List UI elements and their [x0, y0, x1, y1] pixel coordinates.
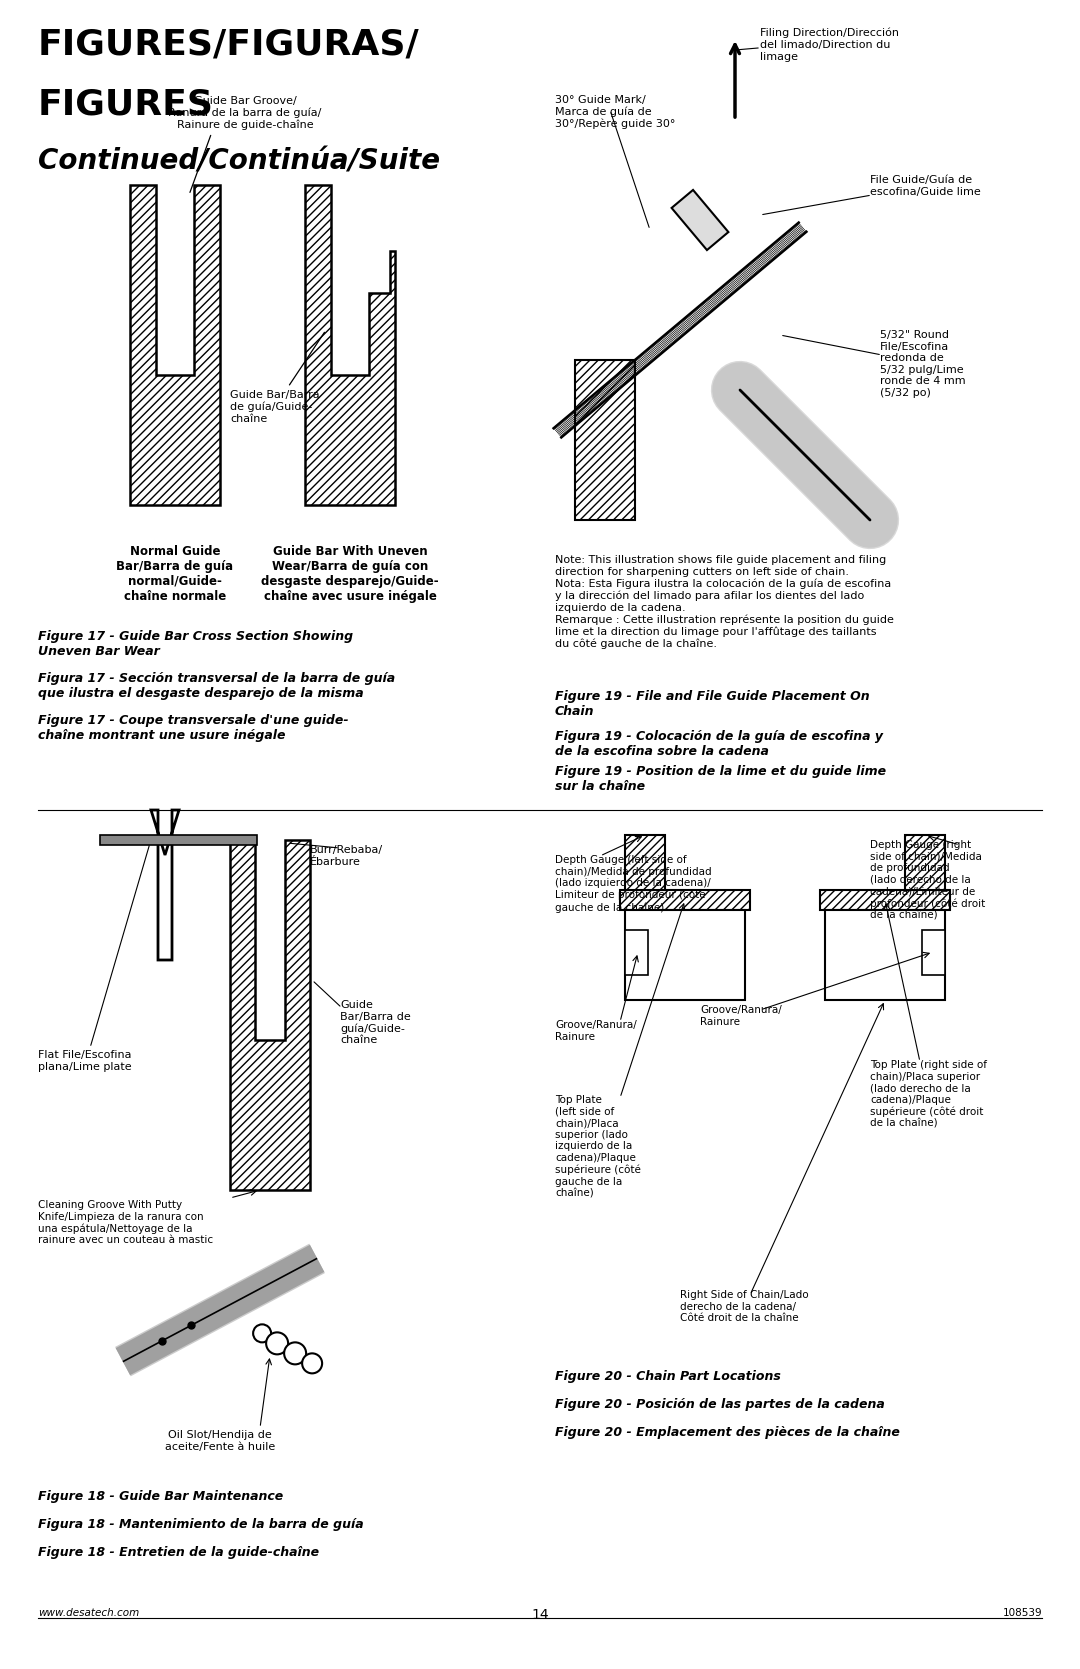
- Text: Guide Bar/Barra
de guía/Guide-
chaîne: Guide Bar/Barra de guía/Guide- chaîne: [230, 332, 324, 424]
- Text: Figure 19 - File and File Guide Placement On
Chain: Figure 19 - File and File Guide Placemen…: [555, 689, 869, 718]
- Text: Figure 20 - Posición de las partes de la cadena: Figure 20 - Posición de las partes de la…: [555, 1399, 885, 1410]
- Text: Normal Guide
Bar/Barra de guía
normal/Guide-
chaîne normale: Normal Guide Bar/Barra de guía normal/Gu…: [117, 546, 233, 603]
- Text: 30° Guide Mark/
Marca de guía de
30°/Repère guide 30°: 30° Guide Mark/ Marca de guía de 30°/Rep…: [555, 95, 675, 130]
- Text: Flat File/Escofina
plana/Lime plate: Flat File/Escofina plana/Lime plate: [38, 1050, 132, 1071]
- Text: Top Plate
(left side of
chain)/Placa
superior (lado
izquierdo de la
cadena)/Plaq: Top Plate (left side of chain)/Placa sup…: [555, 1095, 640, 1198]
- Text: Continued/Continúa/Suite: Continued/Continúa/Suite: [38, 149, 441, 175]
- Text: Right Side of Chain/Lado
derecho de la cadena/
Côté droit de la chaîne: Right Side of Chain/Lado derecho de la c…: [680, 1290, 809, 1324]
- Text: Oil Slot/Hendija de
aceite/Fente à huile: Oil Slot/Hendija de aceite/Fente à huile: [165, 1430, 275, 1452]
- Polygon shape: [151, 809, 179, 960]
- Text: FIGURES: FIGURES: [38, 88, 214, 122]
- Text: File Guide/Guía de
escofina/Guide lime: File Guide/Guía de escofina/Guide lime: [870, 175, 981, 197]
- Text: Guide Bar With Uneven
Wear/Barra de guía con
desgaste desparejo/Guide-
chaîne av: Guide Bar With Uneven Wear/Barra de guía…: [261, 546, 438, 603]
- Bar: [100, 834, 257, 845]
- Circle shape: [284, 1342, 306, 1364]
- Text: Filing Direction/Dirección
del limado/Direction du
limage: Filing Direction/Dirección del limado/Di…: [760, 28, 899, 62]
- Polygon shape: [825, 910, 945, 1000]
- Text: Figure 17 - Coupe transversale d'une guide-
chaîne montrant une usure inégale: Figure 17 - Coupe transversale d'une gui…: [38, 714, 349, 743]
- Polygon shape: [625, 930, 648, 975]
- Text: Depth Gauge (right
side of chain)/Medida
de profundidad
(lado derecho de la
cade: Depth Gauge (right side of chain)/Medida…: [870, 840, 985, 920]
- Polygon shape: [905, 834, 945, 890]
- Polygon shape: [130, 185, 220, 506]
- Circle shape: [302, 1354, 322, 1374]
- Text: Figure 20 - Chain Part Locations: Figure 20 - Chain Part Locations: [555, 1370, 781, 1384]
- Circle shape: [253, 1325, 271, 1342]
- Text: Figure 18 - Entretien de la guide-chaîne: Figure 18 - Entretien de la guide-chaîne: [38, 1545, 319, 1559]
- Text: Burr/Rebaba/
Ébarbure: Burr/Rebaba/ Ébarbure: [310, 845, 383, 866]
- Polygon shape: [230, 840, 310, 1190]
- Text: Depth Gauge (left side of
chain)/Medida de profundidad
(lado izquierdo de la cad: Depth Gauge (left side of chain)/Medida …: [555, 855, 712, 913]
- Polygon shape: [575, 361, 635, 521]
- Polygon shape: [922, 930, 945, 975]
- Text: Groove/Ranura/
Rainure: Groove/Ranura/ Rainure: [555, 1020, 637, 1041]
- Text: Figure 20 - Emplacement des pièces de la chaîne: Figure 20 - Emplacement des pièces de la…: [555, 1425, 900, 1439]
- Polygon shape: [820, 890, 950, 910]
- Text: Top Plate (right side of
chain)/Placa superior
(lado derecho de la
cadena)/Plaqu: Top Plate (right side of chain)/Placa su…: [870, 1060, 987, 1128]
- Text: 14: 14: [531, 1607, 549, 1622]
- Text: Groove/Ranura/
Rainure: Groove/Ranura/ Rainure: [700, 1005, 782, 1026]
- Text: Guide Bar Groove/
Ranura de la barra de guía/
Rainure de guide-chaîne: Guide Bar Groove/ Ranura de la barra de …: [168, 95, 322, 192]
- Circle shape: [266, 1332, 288, 1354]
- Text: Guide
Bar/Barra de
guía/Guide-
chaîne: Guide Bar/Barra de guía/Guide- chaîne: [340, 1000, 410, 1045]
- Text: Figura 19 - Colocación de la guía de escofina y
de la escofina sobre la cadena: Figura 19 - Colocación de la guía de esc…: [555, 729, 883, 758]
- Text: Figura 18 - Mantenimiento de la barra de guía: Figura 18 - Mantenimiento de la barra de…: [38, 1519, 364, 1530]
- Text: 108539: 108539: [1002, 1607, 1042, 1617]
- Polygon shape: [620, 890, 750, 910]
- Polygon shape: [625, 834, 665, 890]
- Text: Cleaning Groove With Putty
Knife/Limpieza de la ranura con
una espátula/Nettoyag: Cleaning Groove With Putty Knife/Limpiez…: [38, 1200, 213, 1245]
- Text: FIGURES/FIGURAS/: FIGURES/FIGURAS/: [38, 28, 420, 62]
- Polygon shape: [305, 185, 395, 506]
- Polygon shape: [625, 910, 745, 1000]
- Text: Figure 19 - Position de la lime et du guide lime
sur la chaîne: Figure 19 - Position de la lime et du gu…: [555, 764, 886, 793]
- Text: Figure 18 - Guide Bar Maintenance: Figure 18 - Guide Bar Maintenance: [38, 1490, 283, 1504]
- Text: Note: This illustration shows file guide placement and filing
direction for shar: Note: This illustration shows file guide…: [555, 556, 894, 649]
- Text: Figure 17 - Guide Bar Cross Section Showing
Uneven Bar Wear: Figure 17 - Guide Bar Cross Section Show…: [38, 629, 353, 658]
- Text: Figura 17 - Sección transversal de la barra de guía
que ilustra el desgaste desp: Figura 17 - Sección transversal de la ba…: [38, 673, 395, 699]
- Bar: [672, 190, 728, 250]
- Text: www.desatech.com: www.desatech.com: [38, 1607, 139, 1617]
- Text: 5/32" Round
File/Escofina
redonda de
5/32 pulg/Lime
ronde de 4 mm
(5/32 po): 5/32" Round File/Escofina redonda de 5/3…: [880, 330, 966, 397]
